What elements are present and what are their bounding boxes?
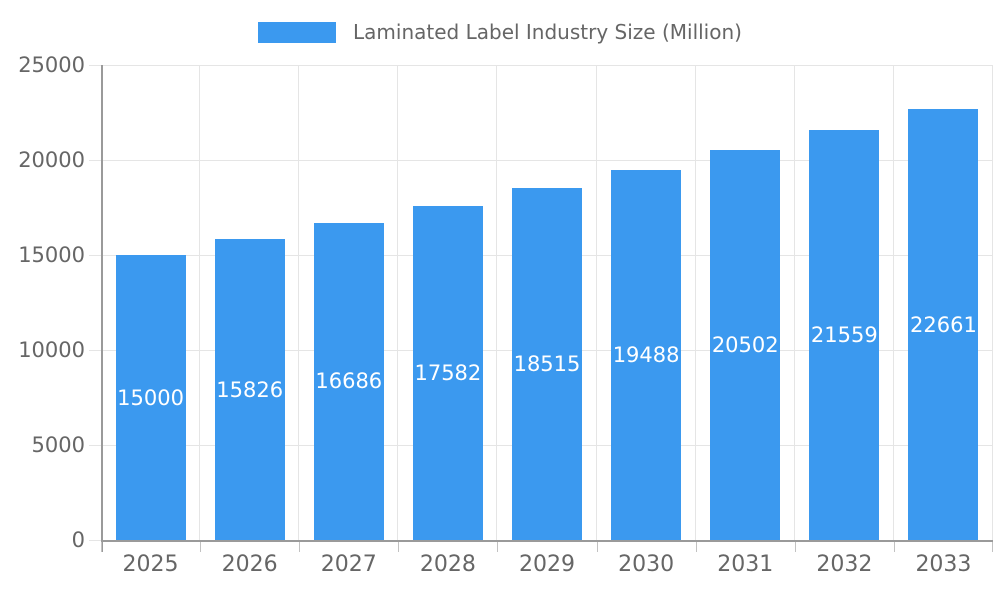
y-axis-labels: 0 5000 10000 15000 20000 25000 — [0, 53, 85, 552]
bar-value-label: 22661 — [910, 312, 977, 337]
y-tick-label: 0 — [71, 528, 85, 552]
x-tick-mark — [200, 542, 202, 552]
bar-value-label: 19488 — [612, 342, 680, 367]
vertical-gridline — [694, 65, 696, 540]
bar-value-label: 20502 — [711, 333, 779, 358]
y-tick-mark — [89, 64, 101, 66]
bar-2027: 16686 — [313, 222, 384, 540]
vertical-gridline — [892, 65, 894, 540]
y-tick-label: 5000 — [31, 433, 85, 457]
legend[interactable]: Laminated Label Industry Size (Million) — [0, 20, 1000, 44]
x-tick-label: 2025 — [122, 552, 179, 577]
x-tick-mark — [497, 542, 499, 552]
bar-value-label: 18515 — [513, 352, 581, 377]
x-tick-label: 2033 — [915, 552, 972, 577]
horizontal-gridline — [101, 65, 993, 66]
horizontal-gridline — [101, 160, 993, 161]
y-axis-line — [101, 65, 103, 552]
x-tick-mark — [101, 542, 102, 552]
bar-2028: 17582 — [412, 205, 483, 540]
y-tick-label: 10000 — [18, 338, 85, 362]
bar-2031: 20502 — [710, 150, 781, 540]
y-tick-mark — [89, 159, 101, 161]
x-axis-labels: 2025 2026 2027 2028 2029 2030 2031 2032 2033 — [101, 552, 993, 582]
y-tick-label: 15000 — [18, 243, 85, 267]
x-tick-label: 2027 — [320, 552, 377, 577]
bar-2029: 18515 — [512, 188, 582, 540]
vertical-gridline — [595, 65, 597, 540]
y-tick-mark — [89, 444, 101, 446]
x-tick-mark — [398, 542, 400, 552]
bar-2033: 22661 — [908, 109, 979, 540]
y-tick-label: 20000 — [18, 148, 85, 172]
y-tick-marks — [89, 64, 101, 541]
bar-2026: 15826 — [214, 239, 285, 540]
bar-2030: 19488 — [611, 169, 682, 540]
x-tick-label: 2032 — [816, 552, 873, 577]
x-tick-mark — [299, 542, 301, 552]
bar-value-label: 15826 — [216, 377, 284, 402]
vertical-gridline — [298, 65, 300, 540]
vertical-gridline — [199, 65, 201, 540]
bar-2025: 15000 — [115, 255, 186, 540]
y-tick-label: 25000 — [18, 53, 85, 77]
vertical-gridline — [496, 65, 498, 540]
y-tick-mark — [89, 349, 101, 351]
legend-label: Laminated Label Industry Size (Million) — [353, 20, 742, 44]
bar-value-label: 17582 — [414, 360, 482, 385]
bar-value-label: 15000 — [117, 385, 184, 410]
legend-swatch-icon — [258, 21, 337, 43]
vertical-gridline — [397, 65, 399, 540]
x-axis-line — [101, 540, 993, 542]
x-tick-mark — [794, 542, 796, 552]
x-tick-label: 2031 — [717, 552, 774, 577]
bar-value-label: 16686 — [315, 369, 383, 394]
bar-value-label: 21559 — [810, 323, 878, 348]
vertical-gridline — [793, 65, 795, 540]
x-tick-mark — [695, 542, 697, 552]
x-tick-label: 2026 — [221, 552, 278, 577]
x-tick-label: 2030 — [618, 552, 675, 577]
x-tick-mark — [992, 542, 993, 552]
y-tick-mark — [89, 254, 101, 256]
vertical-gridline — [992, 65, 993, 540]
y-tick-mark — [89, 539, 101, 541]
x-tick-label: 2029 — [519, 552, 575, 577]
x-tick-label: 2028 — [419, 552, 476, 577]
x-tick-mark — [893, 542, 895, 552]
x-tick-marks — [101, 542, 993, 552]
bar-2032: 21559 — [809, 130, 880, 540]
x-tick-mark — [596, 542, 598, 552]
bars-layer: 15000 15826 16686 17582 18515 19488 20502 21559… — [101, 65, 993, 540]
